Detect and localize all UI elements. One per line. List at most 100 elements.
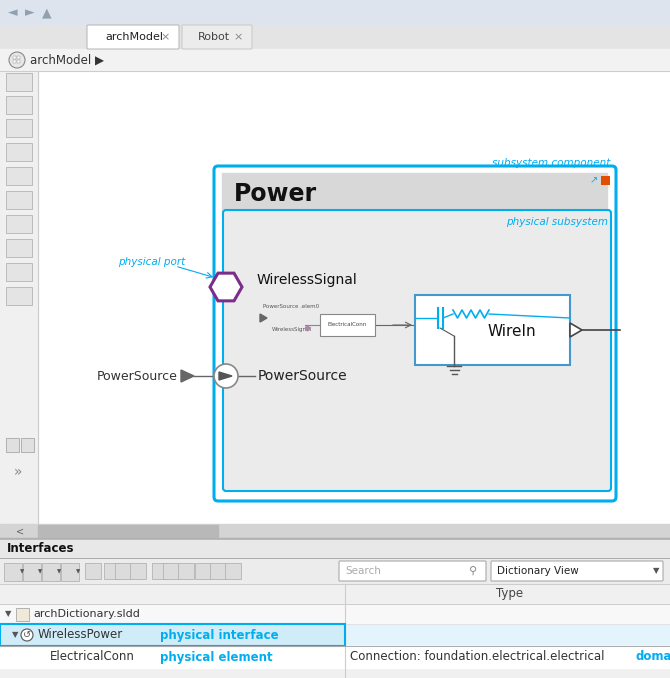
- Bar: [0, 646, 670, 668]
- Bar: [6, 263, 32, 281]
- Text: ▼: ▼: [653, 567, 659, 576]
- Text: physical subsystem: physical subsystem: [506, 217, 608, 227]
- Text: ▼: ▼: [12, 631, 18, 639]
- Text: ×: ×: [233, 32, 243, 42]
- Bar: [210, 563, 226, 579]
- Text: Interfaces: Interfaces: [7, 542, 74, 555]
- Bar: [115, 563, 131, 579]
- Text: Search: Search: [345, 566, 381, 576]
- Text: physical port: physical port: [119, 257, 186, 267]
- Circle shape: [9, 52, 25, 68]
- Text: ×: ×: [160, 32, 170, 42]
- Bar: [0, 25, 670, 49]
- Bar: [17, 60, 20, 63]
- Text: ▼: ▼: [57, 570, 61, 574]
- Text: PowerSource: PowerSource: [97, 370, 178, 382]
- Text: »: »: [14, 465, 22, 479]
- Bar: [85, 563, 101, 579]
- Bar: [17, 56, 20, 59]
- Text: archModel: archModel: [105, 32, 163, 42]
- Text: Robot: Robot: [198, 32, 230, 42]
- Text: ⚲: ⚲: [469, 566, 477, 576]
- Bar: [0, 49, 670, 71]
- Bar: [38, 525, 218, 537]
- Text: Dictionary View: Dictionary View: [497, 566, 579, 576]
- Bar: [21, 438, 34, 452]
- Bar: [178, 563, 194, 579]
- Text: ►: ►: [25, 6, 35, 19]
- Bar: [130, 563, 146, 579]
- Bar: [0, 0, 670, 25]
- Text: physical interface: physical interface: [160, 629, 279, 641]
- Text: physical element: physical element: [160, 650, 273, 664]
- Text: ElectricalConn: ElectricalConn: [50, 650, 135, 664]
- Bar: [6, 287, 32, 305]
- Text: domain: domain: [635, 650, 670, 664]
- FancyBboxPatch shape: [223, 210, 611, 491]
- Bar: [6, 96, 32, 114]
- Text: ▼: ▼: [38, 570, 42, 574]
- Text: ◄: ◄: [8, 6, 18, 19]
- Bar: [6, 119, 32, 137]
- Bar: [6, 143, 32, 161]
- Bar: [13, 56, 16, 59]
- Bar: [0, 540, 670, 558]
- Bar: [0, 538, 670, 540]
- FancyBboxPatch shape: [214, 166, 616, 501]
- Circle shape: [21, 629, 33, 641]
- Bar: [225, 563, 241, 579]
- Bar: [6, 73, 32, 91]
- Bar: [0, 624, 345, 646]
- Text: ▲: ▲: [42, 6, 52, 19]
- Bar: [415, 295, 570, 365]
- Text: PowerSource .elem0: PowerSource .elem0: [263, 304, 319, 309]
- Bar: [61, 563, 79, 581]
- Bar: [6, 239, 32, 257]
- Text: WirelessPower: WirelessPower: [38, 629, 123, 641]
- Text: ▼: ▼: [76, 570, 80, 574]
- Bar: [13, 60, 16, 63]
- FancyBboxPatch shape: [339, 561, 486, 581]
- Bar: [152, 563, 168, 579]
- Text: archDictionary.sldd: archDictionary.sldd: [33, 609, 140, 619]
- Bar: [6, 438, 19, 452]
- FancyBboxPatch shape: [491, 561, 663, 581]
- Bar: [320, 314, 375, 336]
- Bar: [0, 71, 38, 524]
- Bar: [163, 563, 179, 579]
- Text: Power: Power: [234, 182, 317, 206]
- Text: archModel ▶: archModel ▶: [30, 54, 104, 66]
- Text: WireIn: WireIn: [488, 325, 536, 340]
- Text: ↺: ↺: [23, 630, 31, 640]
- Text: ↗: ↗: [590, 175, 598, 185]
- FancyBboxPatch shape: [87, 25, 179, 49]
- Text: WirelessSignal: WirelessSignal: [272, 327, 312, 332]
- Text: ▼: ▼: [5, 610, 11, 618]
- Bar: [6, 167, 32, 185]
- Bar: [42, 563, 60, 581]
- Text: Connection: foundation.electrical.electrical: Connection: foundation.electrical.electr…: [350, 650, 604, 664]
- Bar: [104, 563, 120, 579]
- Bar: [38, 71, 670, 524]
- Polygon shape: [260, 314, 267, 322]
- Bar: [0, 604, 670, 624]
- Text: Type: Type: [496, 588, 523, 601]
- Text: WirelessSignal: WirelessSignal: [257, 273, 358, 287]
- Bar: [222, 173, 607, 213]
- Bar: [6, 191, 32, 209]
- Bar: [16, 608, 29, 621]
- Bar: [345, 624, 670, 646]
- Text: <: <: [16, 526, 24, 536]
- Polygon shape: [219, 372, 232, 380]
- Text: ▼: ▼: [20, 570, 24, 574]
- Bar: [195, 563, 211, 579]
- Bar: [601, 176, 610, 185]
- Bar: [0, 584, 670, 604]
- Polygon shape: [570, 323, 582, 337]
- Bar: [23, 563, 41, 581]
- Bar: [0, 558, 670, 584]
- Text: PowerSource: PowerSource: [258, 369, 348, 383]
- Text: ElectricalConn: ElectricalConn: [328, 323, 366, 327]
- Bar: [6, 215, 32, 233]
- Circle shape: [214, 364, 238, 388]
